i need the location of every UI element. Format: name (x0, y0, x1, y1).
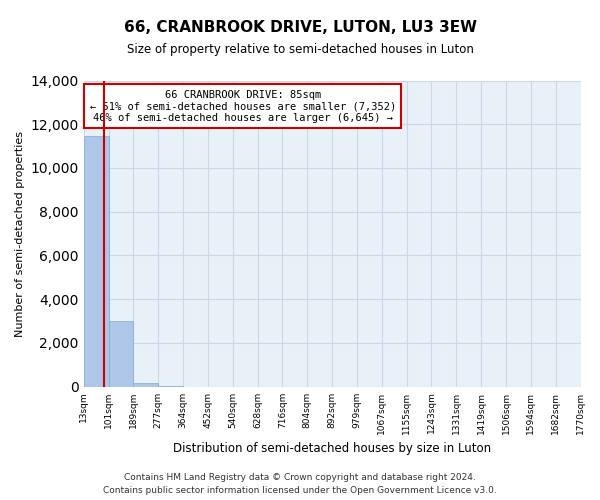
Text: Contains public sector information licensed under the Open Government Licence v3: Contains public sector information licen… (103, 486, 497, 495)
Text: Size of property relative to semi-detached houses in Luton: Size of property relative to semi-detach… (127, 42, 473, 56)
Y-axis label: Number of semi-detached properties: Number of semi-detached properties (15, 130, 25, 336)
Bar (83, 136, 109, 386)
X-axis label: Distribution of semi-detached houses by size in Luton: Distribution of semi-detached houses by … (173, 442, 491, 455)
Bar (133, 384, 158, 386)
Text: 66, CRANBROOK DRIVE, LUTON, LU3 3EW: 66, CRANBROOK DRIVE, LUTON, LU3 3EW (124, 20, 476, 35)
Text: Contains HM Land Registry data © Crown copyright and database right 2024.: Contains HM Land Registry data © Crown c… (124, 474, 476, 482)
Text: 66 CRANBROOK DRIVE: 85sqm
← 51% of semi-detached houses are smaller (7,352)
46% : 66 CRANBROOK DRIVE: 85sqm ← 51% of semi-… (89, 90, 396, 123)
Bar (109, 321, 133, 386)
